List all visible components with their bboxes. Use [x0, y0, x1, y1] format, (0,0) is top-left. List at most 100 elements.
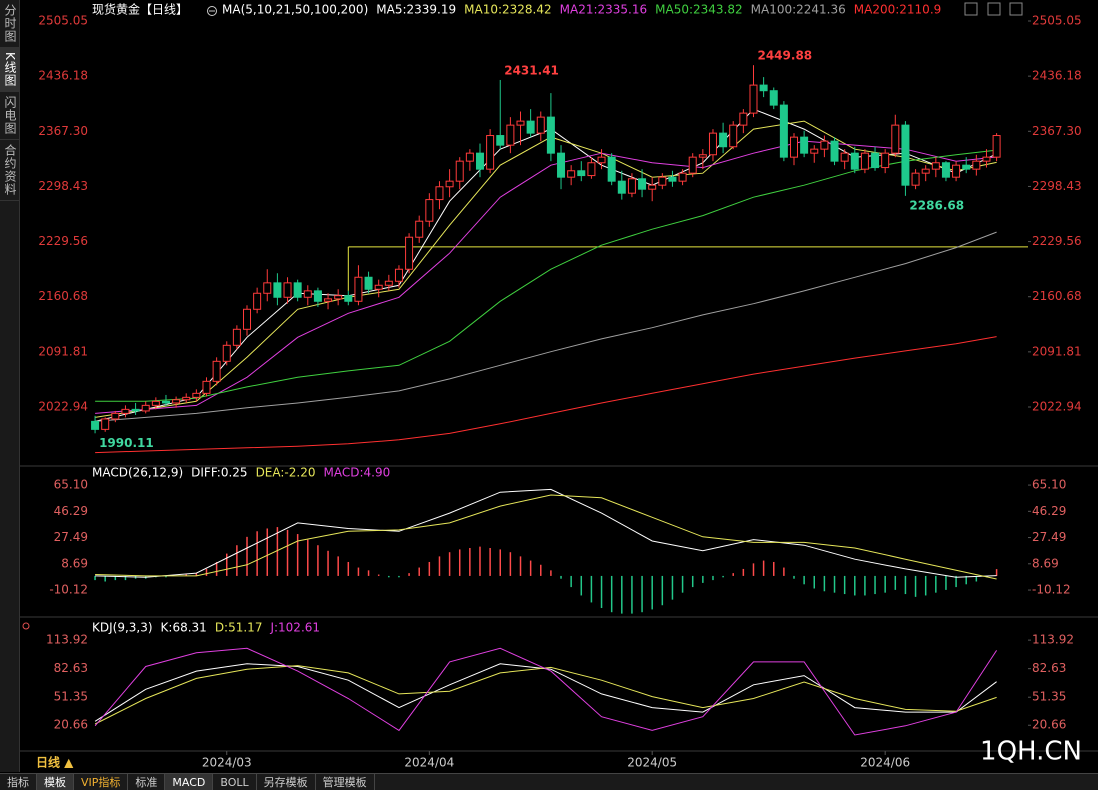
candle-body: [354, 276, 363, 302]
line-series: [94, 647, 998, 736]
candle-body: [992, 135, 1001, 158]
legend-entry: MACD:4.90: [323, 466, 390, 480]
candle-body: [455, 160, 464, 182]
legend-entry: MACD(26,12,9): [92, 466, 183, 480]
candle-body: [232, 328, 241, 346]
candle-body: [587, 162, 596, 177]
toolbar-icon[interactable]: [1009, 2, 1023, 16]
candle-body: [536, 116, 545, 134]
y-tick-label: 20.66: [54, 718, 88, 732]
legend-entry: MA5:2339.19: [376, 3, 456, 17]
candle-body: [911, 172, 920, 186]
bottom-tab[interactable]: 模板: [37, 774, 74, 790]
candle-body: [617, 180, 626, 194]
candle-body: [131, 408, 140, 412]
candle-body: [790, 136, 799, 158]
line-series: [95, 336, 997, 454]
bottom-tab[interactable]: 指标: [0, 774, 37, 790]
candle-body: [729, 124, 738, 148]
candle-body: [739, 112, 748, 126]
candle-body: [820, 140, 829, 150]
candle-body: [435, 186, 444, 201]
y-tick-label-right: 2160.68: [1032, 289, 1082, 303]
candle-body: [506, 124, 515, 146]
candle-body: [91, 420, 100, 430]
candle-body: [192, 392, 201, 398]
legend-entry: 现货黄金【日线】: [92, 2, 188, 17]
collapse-icon[interactable]: [207, 6, 217, 16]
y-tick-label-right: 65.10: [1032, 478, 1066, 492]
sidebar-tab[interactable]: 分时图: [0, 0, 19, 48]
legend-entry: K:68.31: [161, 621, 207, 635]
period-button[interactable]: 日线 ▲: [36, 755, 74, 770]
legend-entry: MA200:2110.9: [854, 3, 942, 17]
sidebar-tab[interactable]: K线图: [0, 48, 19, 92]
candle-body: [891, 124, 900, 154]
bottom-tab[interactable]: 标准: [128, 774, 166, 790]
candle-body: [698, 154, 707, 158]
candle-body: [263, 282, 272, 294]
legend-entry: J:102.61: [269, 621, 320, 635]
legend-entry: MA100:2241.36: [751, 3, 846, 17]
candle-body: [901, 124, 910, 186]
candle-body: [931, 162, 940, 170]
panel-icon[interactable]: [22, 622, 30, 630]
candle-body: [830, 140, 839, 162]
candle-body: [283, 282, 292, 298]
sidebar-tab[interactable]: 合约资料: [0, 140, 19, 201]
candle-body: [577, 170, 586, 177]
candle-body: [182, 396, 191, 401]
candle-body: [627, 178, 636, 194]
y-tick-label-right: 2367.30: [1032, 124, 1082, 138]
candle-body: [516, 120, 525, 126]
chart: 日线 ▲ 1QH.CN 2505.05 2505.05 2436.18 2436.18…: [20, 2, 1098, 770]
line-series: [95, 494, 997, 580]
legend-entry: MA50:2343.82: [655, 3, 743, 17]
toolbar-icon[interactable]: [964, 2, 978, 16]
legend-entry: MA21:2335.16: [560, 3, 648, 17]
bottom-tab[interactable]: MACD: [165, 774, 214, 790]
sidebar-tab[interactable]: 闪电图: [0, 92, 19, 140]
candle-body: [374, 284, 383, 290]
candle-body: [141, 404, 150, 412]
price-annotation: 2431.41: [504, 63, 559, 77]
candle-body: [202, 380, 211, 394]
y-tick-label-right: 51.35: [1032, 690, 1066, 704]
candle-body: [719, 132, 728, 148]
bottom-tab[interactable]: 管理模板: [316, 774, 375, 790]
legend-entry: D:51.17: [215, 621, 263, 635]
candle-body: [415, 220, 424, 238]
candle-body: [151, 400, 160, 406]
y-tick-label: 65.10: [54, 478, 88, 492]
candle-body: [871, 152, 880, 169]
candle-body: [708, 132, 717, 156]
y-tick-label-right: 20.66: [1032, 718, 1066, 732]
candle-body: [638, 178, 647, 190]
y-tick-label-right: 27.49: [1032, 530, 1066, 544]
y-tick-label: 51.35: [54, 690, 88, 704]
candle-body: [567, 170, 576, 178]
candle-body: [972, 160, 981, 170]
candle-body: [394, 268, 403, 282]
y-tick-label: 2298.43: [38, 179, 88, 193]
legend-entry: MA(5,10,21,50,100,200): [222, 3, 368, 17]
y-tick-label: 2229.56: [38, 234, 88, 248]
candle-body: [465, 152, 474, 162]
legend-entry: DIFF:0.25: [191, 466, 247, 480]
y-tick-label: 46.29: [54, 504, 88, 518]
candle-body: [881, 152, 890, 169]
y-tick-label-right: 46.29: [1032, 504, 1066, 518]
y-tick-label: 8.69: [61, 556, 88, 570]
toolbar-icon[interactable]: [987, 2, 1001, 16]
candle-body: [982, 156, 991, 162]
bottom-tab[interactable]: VIP指标: [74, 774, 129, 790]
bottom-tab[interactable]: BOLL: [213, 774, 257, 790]
x-tick-label: 2024/03: [202, 756, 252, 770]
candle-body: [121, 408, 130, 414]
bottom-tab[interactable]: 另存模板: [257, 774, 316, 790]
y-tick-label: 2022.94: [38, 400, 88, 414]
candle-body: [658, 176, 667, 186]
y-tick-label: 2091.81: [38, 344, 88, 358]
candle-body: [941, 162, 950, 178]
candle-body: [334, 295, 343, 300]
